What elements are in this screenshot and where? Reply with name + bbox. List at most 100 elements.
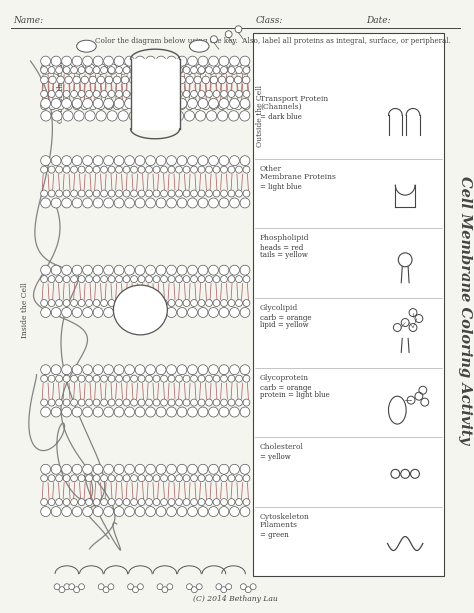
Circle shape — [85, 64, 95, 74]
Circle shape — [51, 506, 61, 517]
Circle shape — [63, 111, 73, 121]
Circle shape — [228, 111, 239, 121]
Circle shape — [229, 308, 239, 318]
Circle shape — [123, 91, 130, 97]
Circle shape — [183, 300, 190, 306]
Circle shape — [168, 375, 175, 382]
Circle shape — [79, 584, 84, 590]
Circle shape — [153, 300, 160, 306]
Circle shape — [243, 76, 250, 84]
Circle shape — [191, 399, 198, 406]
Circle shape — [191, 498, 198, 506]
Circle shape — [228, 190, 235, 197]
Circle shape — [113, 76, 121, 84]
Circle shape — [170, 76, 177, 84]
Circle shape — [240, 365, 250, 375]
Circle shape — [86, 190, 92, 197]
Circle shape — [191, 587, 197, 593]
Circle shape — [167, 198, 176, 208]
Circle shape — [196, 584, 202, 590]
Circle shape — [168, 300, 175, 306]
Circle shape — [138, 300, 145, 306]
Circle shape — [131, 498, 137, 506]
Circle shape — [93, 375, 100, 382]
Circle shape — [51, 308, 61, 318]
Circle shape — [55, 300, 63, 306]
Circle shape — [146, 498, 153, 506]
Circle shape — [153, 399, 160, 406]
Circle shape — [96, 111, 106, 121]
Circle shape — [191, 276, 198, 283]
Circle shape — [184, 64, 194, 74]
Circle shape — [240, 56, 250, 66]
Circle shape — [194, 76, 201, 84]
Circle shape — [167, 265, 176, 275]
Circle shape — [167, 56, 176, 66]
Circle shape — [52, 111, 62, 121]
Circle shape — [100, 166, 108, 173]
Circle shape — [175, 190, 182, 197]
Circle shape — [48, 190, 55, 197]
Circle shape — [114, 308, 124, 318]
Circle shape — [228, 498, 235, 506]
Circle shape — [131, 300, 137, 306]
Circle shape — [153, 67, 160, 74]
Circle shape — [229, 464, 239, 474]
Circle shape — [137, 76, 145, 84]
Circle shape — [96, 64, 106, 74]
Circle shape — [161, 375, 167, 382]
Circle shape — [104, 506, 113, 517]
Circle shape — [108, 166, 115, 173]
Circle shape — [133, 587, 138, 593]
Circle shape — [168, 474, 175, 482]
Circle shape — [135, 464, 145, 474]
Circle shape — [213, 474, 220, 482]
Circle shape — [146, 67, 153, 74]
Circle shape — [63, 375, 70, 382]
Circle shape — [213, 498, 220, 506]
Circle shape — [51, 365, 61, 375]
Circle shape — [240, 308, 250, 318]
Circle shape — [198, 198, 208, 208]
Circle shape — [229, 99, 239, 109]
Circle shape — [228, 64, 239, 74]
Circle shape — [221, 587, 227, 593]
Circle shape — [207, 64, 217, 74]
Circle shape — [209, 265, 219, 275]
Circle shape — [105, 76, 113, 84]
Circle shape — [146, 464, 155, 474]
Text: Outside the Cell: Outside the Cell — [256, 85, 264, 147]
Circle shape — [213, 190, 220, 197]
Circle shape — [63, 67, 70, 74]
Circle shape — [71, 474, 78, 482]
Circle shape — [123, 166, 130, 173]
Circle shape — [168, 91, 175, 97]
Circle shape — [62, 464, 72, 474]
Circle shape — [125, 365, 135, 375]
Circle shape — [100, 498, 108, 506]
Circle shape — [191, 474, 198, 482]
Circle shape — [72, 308, 82, 318]
Circle shape — [63, 399, 70, 406]
Circle shape — [226, 76, 234, 84]
Circle shape — [63, 300, 70, 306]
Circle shape — [236, 276, 242, 283]
Circle shape — [219, 265, 229, 275]
Circle shape — [220, 474, 228, 482]
Circle shape — [229, 56, 239, 66]
Circle shape — [162, 111, 173, 121]
Circle shape — [177, 156, 187, 166]
Text: = dark blue: = dark blue — [260, 113, 302, 121]
Circle shape — [63, 276, 70, 283]
Circle shape — [89, 76, 97, 84]
Circle shape — [74, 111, 84, 121]
Circle shape — [116, 474, 122, 482]
Circle shape — [125, 198, 135, 208]
Circle shape — [168, 166, 175, 173]
Circle shape — [156, 407, 166, 417]
Circle shape — [167, 365, 176, 375]
Circle shape — [161, 474, 167, 482]
Circle shape — [135, 198, 145, 208]
Circle shape — [191, 300, 198, 306]
Circle shape — [41, 407, 51, 417]
